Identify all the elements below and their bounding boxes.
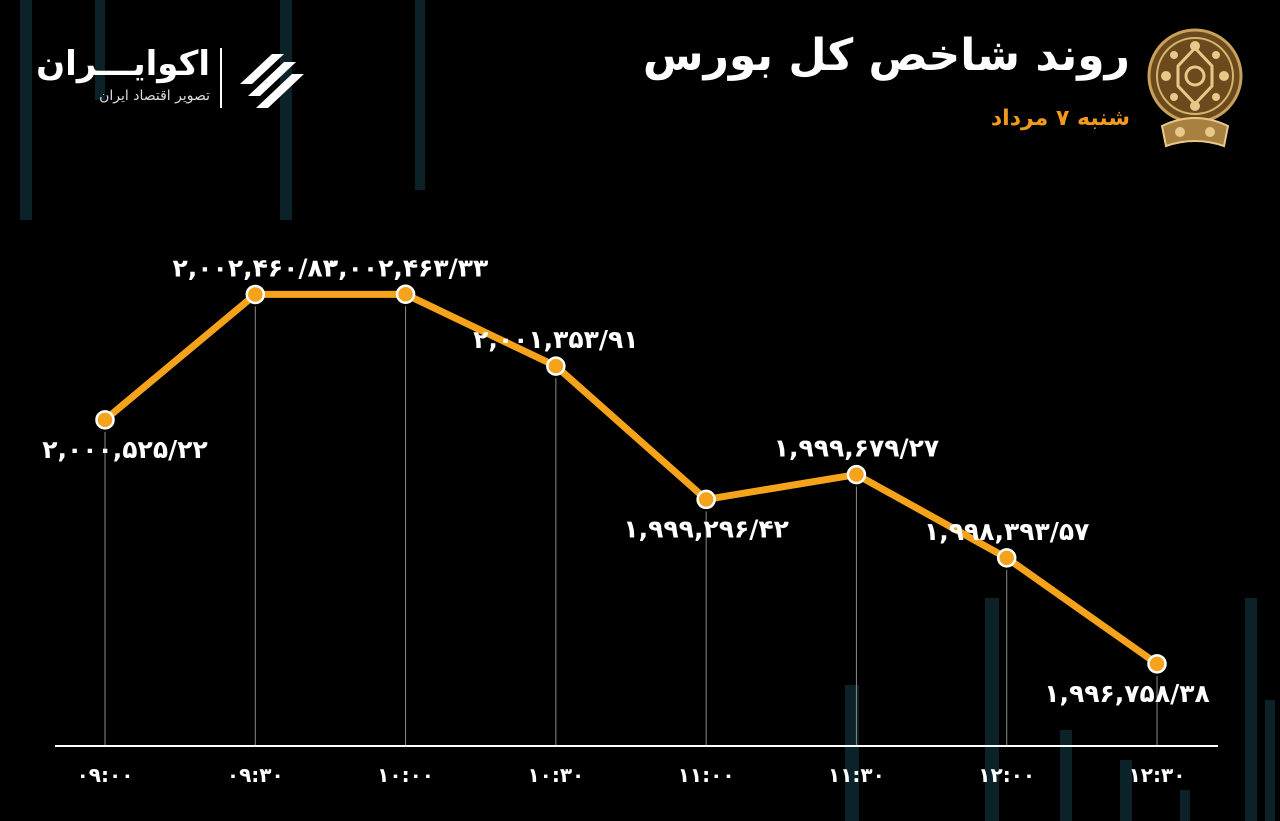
data-point: [1147, 654, 1167, 674]
data-point: [395, 284, 416, 305]
page-title: روند شاخص کل بورس: [642, 30, 1131, 81]
brand-name: اکوایـــران: [36, 44, 210, 84]
x-tick-label: ۱۱:۳۰: [828, 763, 885, 787]
background-bar: [20, 0, 32, 220]
x-axis-ticks: ۰۹:۰۰ ۰۹:۳۰ ۱۰:۰۰ ۱۰:۳۰ ۱۱:۰۰ ۱۱:۳۰ ۱۲:۰۰ ۱۲:۳۰: [77, 763, 1186, 787]
brand-tagline: تصویر اقتصاد ایران: [99, 88, 210, 104]
data-label: ۲,۰۰۲,۴۶۳/۳۳: [323, 253, 488, 282]
data-labels: ۲,۰۰۰,۵۲۵/۲۲ ۲,۰۰۲,۴۶۰/۸۳۲,۰۰۲,۴۶۳/۳۳ ۲,۰۰…: [42, 253, 1209, 708]
x-tick-label: ۱۰:۳۰: [527, 763, 584, 787]
data-label: ۲,۰۰۲,۴۶۰/۸۳: [173, 253, 338, 282]
background-bar: [1180, 790, 1190, 821]
x-tick-label: ۱۲:۰۰: [978, 763, 1035, 787]
background-bar: [1120, 760, 1132, 821]
data-label: ۲,۰۰۱,۳۵۳/۹۱: [473, 325, 638, 354]
ecoiran-logo-icon: [240, 54, 304, 108]
data-label: ۱,۹۹۹,۲۹۶/۴۲: [623, 514, 788, 543]
data-label: ۱,۹۹۸,۳۹۳/۵۷: [924, 517, 1089, 546]
data-point: [95, 410, 115, 430]
data-markers: [95, 284, 1167, 674]
x-tick-label: ۱۲:۳۰: [1129, 763, 1186, 787]
data-point: [996, 548, 1017, 568]
data-point: [546, 356, 566, 376]
data-point: [245, 284, 266, 305]
background-bar: [985, 598, 999, 821]
series-line: [102, 290, 1160, 667]
data-label: ۱,۹۹۶,۷۵۸/۳۸: [1044, 679, 1209, 708]
background-bar: [95, 0, 105, 100]
x-tick-label: ۰۹:۰۰: [77, 763, 134, 787]
brand-divider: [220, 48, 222, 108]
data-label: ۲,۰۰۰,۵۲۵/۲۲: [42, 435, 207, 464]
background-bar: [1245, 598, 1257, 821]
background-bar: [845, 685, 859, 821]
x-tick-label: ۱۰:۰۰: [377, 763, 434, 787]
x-tick-label: ۰۹:۳۰: [227, 763, 284, 787]
data-point: [846, 464, 867, 485]
data-point: [696, 489, 716, 510]
background-bar: [280, 0, 292, 220]
background-bar: [415, 0, 425, 190]
background-bar: [1060, 730, 1072, 821]
page-date: شنبه ۷ مرداد: [990, 106, 1130, 131]
background-bar: [1265, 700, 1275, 821]
brand-logo: اکوایـــران تصویر اقتصاد ایران: [36, 44, 310, 116]
tehran-stock-exchange-emblem-icon: [1147, 28, 1243, 148]
data-label: ۱,۹۹۹,۶۷۹/۲۷: [774, 434, 939, 463]
x-tick-label: ۱۱:۰۰: [678, 763, 735, 787]
drop-lines: [104, 306, 1158, 746]
